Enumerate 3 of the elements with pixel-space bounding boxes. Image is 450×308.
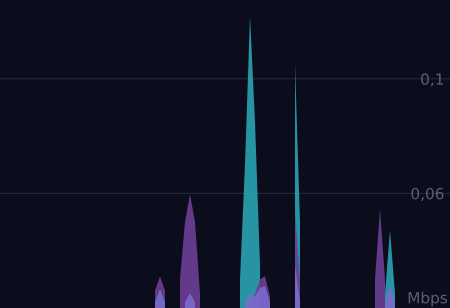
y-tick-label: 0,06 (411, 188, 444, 201)
y-axis-title: Mbps (408, 292, 448, 306)
y-tick-label: 0,1 (421, 73, 444, 86)
